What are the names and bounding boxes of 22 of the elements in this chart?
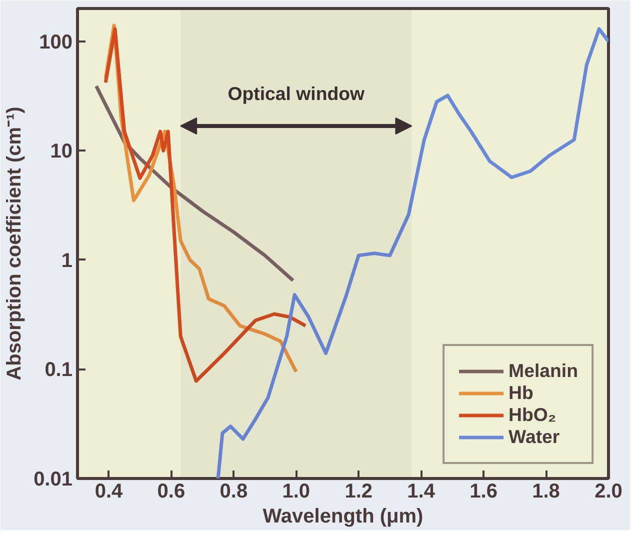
x-tick-label: 1.8	[532, 480, 560, 502]
legend-label: Water	[508, 426, 560, 448]
x-tick-label: 1.6	[470, 480, 498, 502]
legend-label: Melanin	[508, 360, 578, 382]
x-tick-label: 0.4	[94, 480, 124, 502]
band-label: Optical window	[228, 83, 366, 104]
legend-label: Hb	[508, 382, 534, 404]
x-tick-label: 1.2	[344, 480, 373, 502]
y-tick-label: 1	[61, 250, 72, 272]
y-tick-label: 100	[39, 31, 73, 54]
legend-label: HbO₂	[508, 404, 556, 426]
x-axis-title: Wavelength (μm)	[262, 506, 424, 528]
x-tick-label: 0.6	[157, 480, 186, 502]
y-tick-label: 0.1	[44, 359, 73, 382]
y-tick-label: 10	[50, 140, 73, 163]
line-series	[216, 27, 608, 478]
x-tick-label: 0.8	[220, 480, 248, 502]
y-tick-label: 0.01	[34, 468, 73, 490]
x-tick-label: 1.4	[407, 480, 436, 502]
x-tick-label: 2.0	[594, 480, 622, 502]
x-tick-label: 1.0	[282, 480, 310, 502]
y-axis-title: Absorption coefficient (cm⁻¹)	[4, 106, 26, 380]
